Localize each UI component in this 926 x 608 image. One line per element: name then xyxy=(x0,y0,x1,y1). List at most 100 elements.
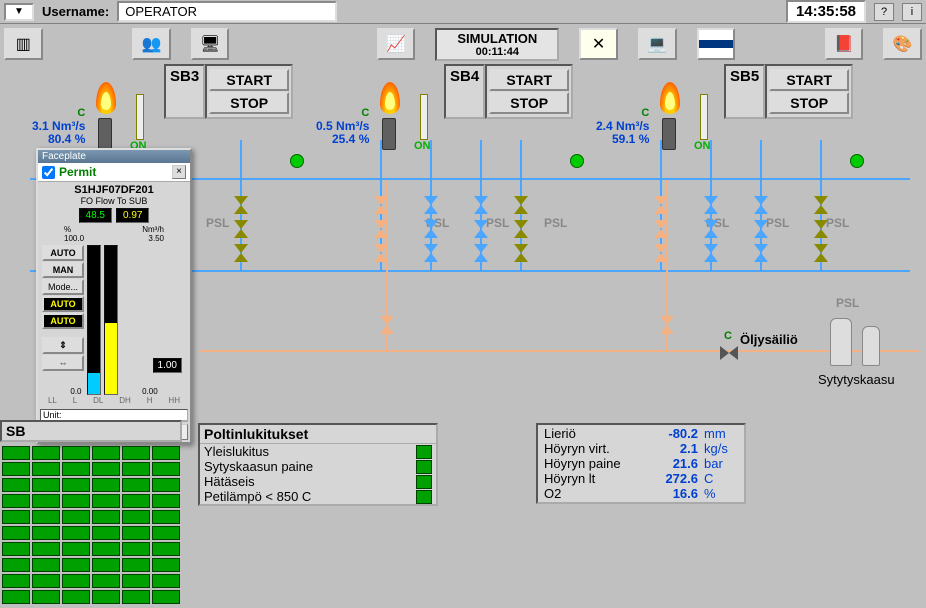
status-cell[interactable] xyxy=(2,558,30,572)
status-cell[interactable] xyxy=(92,446,120,460)
valve[interactable] xyxy=(514,244,528,262)
valve[interactable] xyxy=(474,220,488,238)
status-cell[interactable] xyxy=(152,558,180,572)
valve[interactable] xyxy=(814,244,828,262)
valve[interactable] xyxy=(234,244,248,262)
info-icon[interactable]: i xyxy=(902,3,922,21)
valve[interactable] xyxy=(514,196,528,214)
status-cell[interactable] xyxy=(122,526,150,540)
stop-button[interactable]: STOP xyxy=(489,92,569,114)
status-cell[interactable] xyxy=(152,574,180,588)
palette-icon[interactable]: 🎨 xyxy=(883,28,922,60)
status-cell[interactable] xyxy=(62,510,90,524)
auto-button[interactable]: AUTO xyxy=(42,245,84,261)
permit-checkbox[interactable] xyxy=(42,166,55,179)
valve[interactable] xyxy=(654,220,668,238)
nav-combo[interactable]: ▼ xyxy=(4,3,34,21)
bargraph-icon[interactable]: ▥ xyxy=(4,28,43,60)
status-cell[interactable] xyxy=(2,574,30,588)
status-cell[interactable] xyxy=(92,510,120,524)
status-cell[interactable] xyxy=(2,462,30,476)
left-right-button[interactable]: ⇔ xyxy=(42,355,84,371)
valve[interactable] xyxy=(424,244,438,262)
status-cell[interactable] xyxy=(92,590,120,604)
status-cell[interactable] xyxy=(62,574,90,588)
start-button[interactable]: START xyxy=(489,69,569,91)
status-cell[interactable] xyxy=(152,510,180,524)
man-button[interactable]: MAN xyxy=(42,262,84,278)
status-cell[interactable] xyxy=(2,494,30,508)
valve[interactable] xyxy=(234,220,248,238)
status-cell[interactable] xyxy=(152,526,180,540)
status-cell[interactable] xyxy=(32,478,60,492)
book-icon[interactable]: 📕 xyxy=(825,28,864,60)
valve[interactable] xyxy=(754,220,768,238)
valve[interactable] xyxy=(474,244,488,262)
status-cell[interactable] xyxy=(152,542,180,556)
valve[interactable] xyxy=(374,220,388,238)
status-cell[interactable] xyxy=(2,446,30,460)
start-button[interactable]: START xyxy=(769,69,849,91)
pc-icon[interactable]: 💻 xyxy=(638,28,677,60)
status-cell[interactable] xyxy=(122,590,150,604)
status-cell[interactable] xyxy=(32,574,60,588)
status-cell[interactable] xyxy=(32,590,60,604)
start-button[interactable]: START xyxy=(209,69,289,91)
valve[interactable] xyxy=(704,196,718,214)
status-cell[interactable] xyxy=(2,526,30,540)
valve[interactable] xyxy=(660,316,674,334)
status-cell[interactable] xyxy=(152,446,180,460)
username-field[interactable]: OPERATOR xyxy=(117,1,337,22)
status-cell[interactable] xyxy=(152,462,180,476)
status-cell[interactable] xyxy=(32,510,60,524)
valve[interactable] xyxy=(514,220,528,238)
status-cell[interactable] xyxy=(2,510,30,524)
status-cell[interactable] xyxy=(152,478,180,492)
valve[interactable] xyxy=(424,196,438,214)
status-cell[interactable] xyxy=(62,446,90,460)
faceplate-output[interactable]: 1.00 xyxy=(153,358,182,373)
flag-fi-icon[interactable] xyxy=(697,28,736,60)
status-cell[interactable] xyxy=(122,446,150,460)
status-cell[interactable] xyxy=(32,542,60,556)
users-icon[interactable]: 👥 xyxy=(132,28,171,60)
valve[interactable] xyxy=(814,220,828,238)
faceplate-sp[interactable]: 48.5 xyxy=(79,208,112,223)
status-cell[interactable] xyxy=(2,590,30,604)
monitor-icon[interactable]: 🖥 xyxy=(191,28,230,60)
valve[interactable] xyxy=(380,316,394,334)
status-cell[interactable] xyxy=(62,462,90,476)
valve[interactable] xyxy=(474,196,488,214)
auto2-button[interactable]: AUTO xyxy=(42,296,84,312)
valve[interactable] xyxy=(374,244,388,262)
status-cell[interactable] xyxy=(122,462,150,476)
status-cell[interactable] xyxy=(122,478,150,492)
status-cell[interactable] xyxy=(122,542,150,556)
faceplate-titlebar[interactable]: Faceplate xyxy=(38,150,190,163)
status-cell[interactable] xyxy=(62,590,90,604)
sp-bar[interactable] xyxy=(87,245,101,395)
status-cell[interactable] xyxy=(92,494,120,508)
valve[interactable] xyxy=(234,196,248,214)
status-cell[interactable] xyxy=(32,446,60,460)
status-cell[interactable] xyxy=(62,494,90,508)
status-cell[interactable] xyxy=(62,478,90,492)
status-cell[interactable] xyxy=(92,478,120,492)
cross-icon[interactable]: ✕ xyxy=(579,28,618,60)
status-cell[interactable] xyxy=(2,542,30,556)
status-cell[interactable] xyxy=(92,462,120,476)
valve[interactable] xyxy=(654,196,668,214)
status-cell[interactable] xyxy=(2,478,30,492)
valve[interactable] xyxy=(754,196,768,214)
status-cell[interactable] xyxy=(152,590,180,604)
up-down-button[interactable]: ⇕ xyxy=(42,337,84,354)
status-cell[interactable] xyxy=(122,558,150,572)
status-cell[interactable] xyxy=(122,574,150,588)
manual-valve[interactable] xyxy=(720,346,738,360)
status-cell[interactable] xyxy=(92,526,120,540)
status-cell[interactable] xyxy=(62,526,90,540)
mode-button[interactable]: Mode... xyxy=(42,279,84,295)
valve[interactable] xyxy=(754,244,768,262)
stop-button[interactable]: STOP xyxy=(209,92,289,114)
status-cell[interactable] xyxy=(122,494,150,508)
